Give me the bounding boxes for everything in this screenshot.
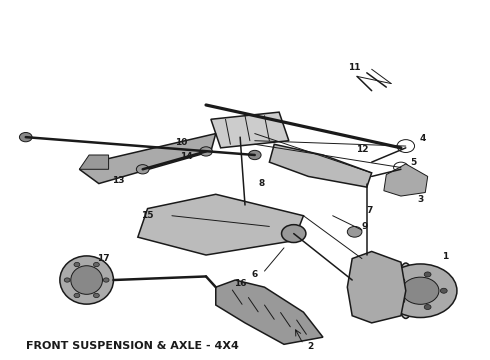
Text: 12: 12 bbox=[356, 145, 368, 154]
Polygon shape bbox=[216, 280, 323, 344]
Circle shape bbox=[74, 262, 80, 267]
Circle shape bbox=[64, 278, 70, 282]
Text: 6: 6 bbox=[252, 270, 258, 279]
Text: FRONT SUSPENSION & AXLE - 4X4: FRONT SUSPENSION & AXLE - 4X4 bbox=[26, 342, 239, 351]
Circle shape bbox=[74, 293, 80, 298]
Circle shape bbox=[282, 225, 306, 243]
Polygon shape bbox=[79, 134, 216, 184]
Circle shape bbox=[398, 298, 405, 303]
Text: 11: 11 bbox=[348, 63, 361, 72]
Polygon shape bbox=[270, 144, 372, 187]
Circle shape bbox=[347, 226, 362, 237]
Text: 3: 3 bbox=[417, 195, 423, 204]
Circle shape bbox=[94, 293, 99, 298]
Text: 4: 4 bbox=[419, 134, 426, 143]
Text: 16: 16 bbox=[234, 279, 246, 288]
Text: 2: 2 bbox=[308, 342, 314, 351]
Circle shape bbox=[441, 288, 447, 293]
Polygon shape bbox=[138, 194, 303, 255]
Ellipse shape bbox=[71, 266, 102, 294]
Text: 5: 5 bbox=[410, 158, 416, 167]
Circle shape bbox=[384, 264, 457, 318]
Circle shape bbox=[398, 278, 405, 283]
Ellipse shape bbox=[397, 263, 415, 319]
Circle shape bbox=[200, 147, 212, 156]
Text: 14: 14 bbox=[180, 152, 193, 161]
Polygon shape bbox=[211, 112, 289, 148]
Circle shape bbox=[424, 272, 431, 277]
Polygon shape bbox=[79, 155, 109, 169]
Circle shape bbox=[103, 278, 109, 282]
Text: 13: 13 bbox=[112, 176, 124, 185]
Circle shape bbox=[94, 262, 99, 267]
Circle shape bbox=[136, 165, 149, 174]
Ellipse shape bbox=[60, 256, 114, 304]
Text: 7: 7 bbox=[366, 206, 372, 215]
Text: 17: 17 bbox=[98, 254, 110, 263]
Circle shape bbox=[248, 150, 261, 159]
Text: 8: 8 bbox=[259, 179, 265, 188]
Circle shape bbox=[424, 305, 431, 310]
Circle shape bbox=[20, 132, 32, 142]
Circle shape bbox=[402, 277, 439, 304]
Polygon shape bbox=[347, 251, 406, 323]
Text: 10: 10 bbox=[175, 138, 188, 147]
Polygon shape bbox=[384, 164, 428, 196]
Circle shape bbox=[234, 201, 246, 210]
Text: 1: 1 bbox=[441, 252, 448, 261]
Text: 15: 15 bbox=[141, 211, 154, 220]
Text: 9: 9 bbox=[361, 222, 368, 231]
